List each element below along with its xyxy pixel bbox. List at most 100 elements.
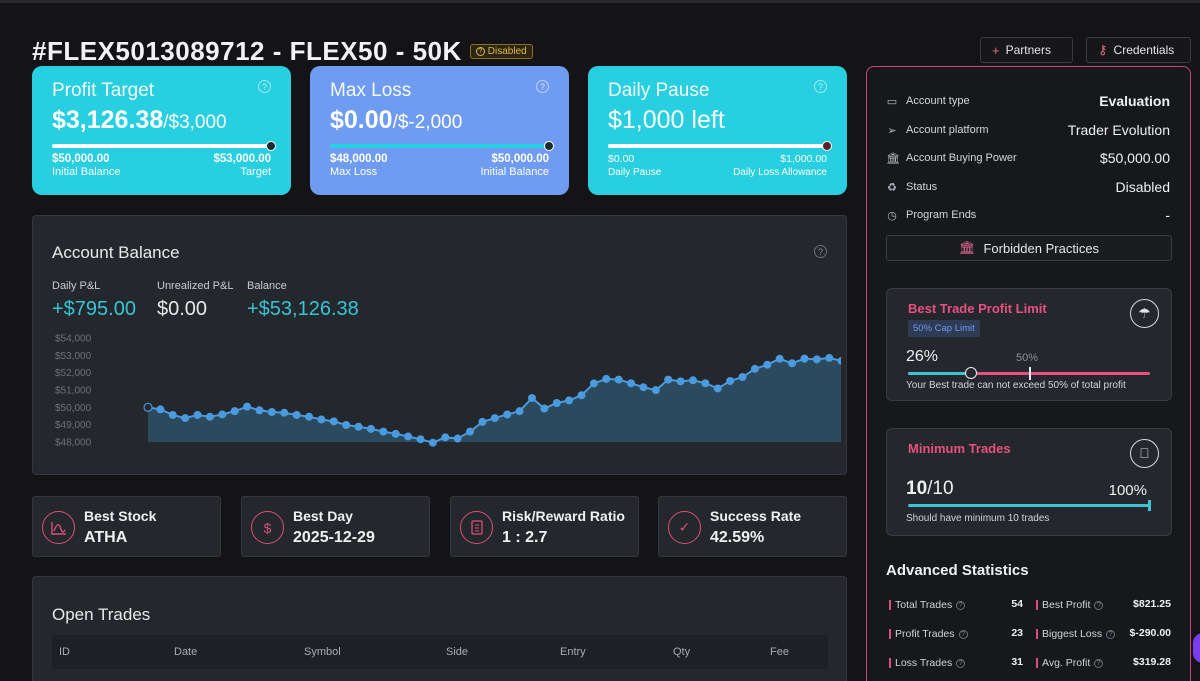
help-icon[interactable]: ? <box>814 245 827 258</box>
balance-point[interactable] <box>515 407 524 416</box>
balance-point[interactable] <box>218 410 227 419</box>
balance-point[interactable] <box>243 402 252 411</box>
column-header-qty[interactable]: Qty <box>673 646 691 658</box>
profit-target-title: Profit Target <box>52 80 155 101</box>
info-value: Trader Evolution <box>1067 122 1170 138</box>
balance-point[interactable] <box>800 354 809 363</box>
balance-point[interactable] <box>156 405 165 414</box>
balance-point[interactable] <box>317 415 326 424</box>
balance-point[interactable] <box>416 435 425 444</box>
balance-point[interactable] <box>329 417 338 426</box>
balance-point[interactable] <box>466 427 475 436</box>
balance-point[interactable] <box>713 384 722 393</box>
balance-point[interactable] <box>143 402 153 412</box>
balance-point[interactable] <box>812 355 821 364</box>
column-header-fee[interactable]: Fee <box>770 646 789 658</box>
balance-point[interactable] <box>738 373 747 381</box>
balance-point[interactable] <box>193 410 202 419</box>
balance-point[interactable] <box>664 375 673 384</box>
balance-point[interactable] <box>577 391 586 400</box>
balance-point[interactable] <box>305 412 314 421</box>
chat-widget-button[interactable] <box>1193 633 1200 663</box>
balance-point[interactable] <box>639 383 648 392</box>
balance-point[interactable] <box>837 356 841 365</box>
help-icon[interactable]: ? <box>1106 629 1116 639</box>
balance-area <box>148 357 841 443</box>
help-icon[interactable]: ? <box>956 600 966 610</box>
balance-point[interactable] <box>775 354 784 363</box>
balance-point[interactable] <box>205 412 214 421</box>
balance-point[interactable] <box>527 393 536 402</box>
help-icon[interactable]: ? <box>814 80 827 93</box>
balance-point[interactable] <box>478 417 487 426</box>
column-header-entry[interactable]: Entry <box>560 646 586 658</box>
balance-point[interactable] <box>565 396 574 405</box>
help-icon[interactable]: ? <box>536 80 549 93</box>
balance-point[interactable] <box>589 379 598 388</box>
balance-point[interactable] <box>280 408 289 417</box>
stat-value: ATHA <box>84 529 128 546</box>
balance-point[interactable] <box>614 375 623 384</box>
stat-value: $-290.00 <box>1129 627 1171 639</box>
info-value: $50,000.00 <box>1099 150 1170 166</box>
balance-point[interactable] <box>354 422 363 431</box>
balance-point[interactable] <box>540 404 549 413</box>
balance-point[interactable] <box>788 359 797 368</box>
balance-point[interactable] <box>503 410 512 419</box>
balance-point[interactable] <box>750 364 759 373</box>
stat-profit-trades: Profit Trades? <box>889 626 968 642</box>
balance-point[interactable] <box>428 438 437 447</box>
progress-handle <box>965 367 978 379</box>
balance-point[interactable] <box>763 360 772 369</box>
help-icon[interactable]: ? <box>258 80 271 93</box>
balance-point[interactable] <box>825 353 834 362</box>
balance-point[interactable] <box>453 434 462 443</box>
balance-point[interactable] <box>602 374 611 383</box>
balance-point[interactable] <box>379 427 388 436</box>
y-tick-label: $52,000 <box>55 368 92 379</box>
forbidden-practices-label: Forbidden Practices <box>983 240 1100 256</box>
balance-point[interactable] <box>404 432 413 441</box>
balance-point[interactable] <box>701 379 710 388</box>
balance-point[interactable] <box>230 407 239 416</box>
progress-fill <box>908 504 1150 507</box>
balance-point[interactable] <box>366 424 375 433</box>
stat-label: Best Profit <box>1042 599 1091 611</box>
column-header-side[interactable]: Side <box>446 646 469 658</box>
column-header-symbol[interactable]: Symbol <box>304 646 341 658</box>
right-amount: $53,000.00 <box>213 153 271 165</box>
column-header-date[interactable]: Date <box>174 646 198 658</box>
balance-point[interactable] <box>342 421 351 430</box>
balance-point[interactable] <box>181 414 190 423</box>
bank-icon: 🏛 <box>886 152 900 165</box>
help-icon[interactable]: ? <box>956 658 966 668</box>
balance-point[interactable] <box>391 429 400 438</box>
balance-point[interactable] <box>676 377 685 386</box>
right-amount: $50,000.00 <box>491 153 549 165</box>
balance-point[interactable] <box>726 376 735 385</box>
stat-value: $821.25 <box>1133 598 1171 610</box>
help-icon[interactable]: ? <box>1094 658 1104 668</box>
help-icon[interactable]: ? <box>1094 600 1104 610</box>
stat-total-trades: Total Trades? <box>889 597 966 613</box>
account-type-row: ▭ Account type Evaluation <box>886 91 1170 111</box>
balance-point[interactable] <box>552 399 561 407</box>
help-icon[interactable]: ? <box>958 629 968 639</box>
column-header-id[interactable]: ID <box>59 646 70 658</box>
credentials-button[interactable]: ⚷ Credentials <box>1086 37 1191 63</box>
progress-fill <box>330 144 549 148</box>
balance-point[interactable] <box>688 376 697 385</box>
balance-point[interactable] <box>255 406 264 415</box>
y-tick-label: $51,000 <box>55 386 92 397</box>
partners-button[interactable]: + Partners <box>980 37 1073 63</box>
forbidden-practices-button[interactable]: 🏛 Forbidden Practices <box>886 235 1172 261</box>
check-icon: ✓ <box>668 511 701 544</box>
balance-point[interactable] <box>168 410 177 419</box>
balance-point[interactable] <box>490 414 499 423</box>
balance-point[interactable] <box>651 386 660 395</box>
balance-point[interactable] <box>292 410 301 419</box>
balance-point[interactable] <box>441 433 450 442</box>
balance-point[interactable] <box>627 379 636 388</box>
left-amount: $48,000.00 <box>330 153 388 165</box>
balance-point[interactable] <box>267 408 276 417</box>
